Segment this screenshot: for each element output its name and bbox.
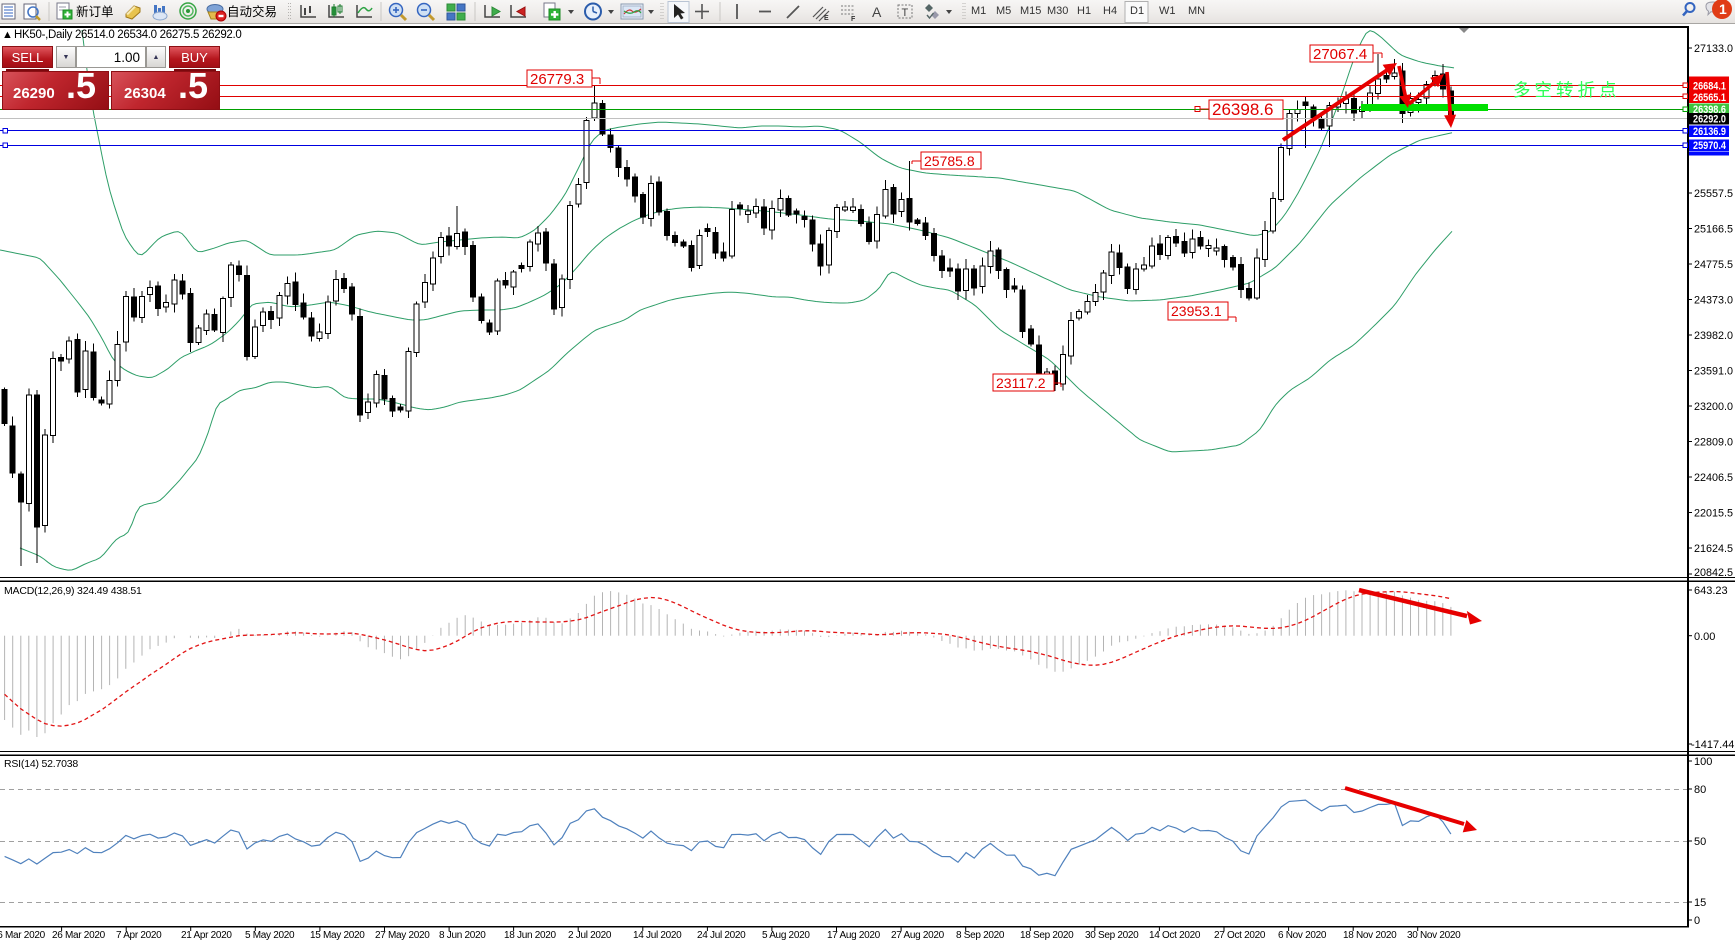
svg-text:27133.0: 27133.0 [1694, 43, 1733, 55]
svg-text:17 Aug 2020: 17 Aug 2020 [827, 930, 881, 941]
svg-text:15: 15 [1694, 897, 1706, 909]
svg-text:HK50-,Daily 26514.0 26534.0 2: HK50-,Daily 26514.0 26534.0 26275.5 2629… [14, 29, 242, 41]
svg-text:RSI(14) 52.7038: RSI(14) 52.7038 [4, 758, 78, 770]
svg-text:27 Oct 2020: 27 Oct 2020 [1214, 930, 1266, 941]
svg-text:8 Sep 2020: 8 Sep 2020 [956, 930, 1005, 941]
svg-text:14 Oct 2020: 14 Oct 2020 [1149, 930, 1201, 941]
svg-text:23200.0: 23200.0 [1694, 401, 1733, 413]
svg-text:22406.5: 22406.5 [1694, 472, 1733, 484]
svg-text:18 Jun 2020: 18 Jun 2020 [504, 930, 556, 941]
svg-text:6 Nov 2020: 6 Nov 2020 [1278, 930, 1327, 941]
svg-text:24775.5: 24775.5 [1694, 259, 1733, 271]
svg-text:0.00: 0.00 [1694, 631, 1715, 643]
svg-text:5 May 2020: 5 May 2020 [245, 930, 295, 941]
svg-text:643.23: 643.23 [1694, 585, 1728, 597]
svg-text:-1417.44: -1417.44 [1691, 739, 1734, 751]
svg-text:0: 0 [1694, 915, 1700, 927]
svg-text:21 Apr 2020: 21 Apr 2020 [181, 930, 232, 941]
svg-text:50: 50 [1694, 836, 1706, 848]
svg-text:80: 80 [1694, 784, 1706, 796]
svg-text:5 Aug 2020: 5 Aug 2020 [762, 930, 810, 941]
svg-text:▲: ▲ [2, 29, 13, 41]
svg-text:25785.8: 25785.8 [924, 153, 975, 169]
svg-text:100: 100 [1694, 756, 1712, 768]
svg-text:26565.1: 26565.1 [1693, 92, 1726, 104]
svg-text:18 Nov 2020: 18 Nov 2020 [1343, 930, 1397, 941]
svg-text:27067.4: 27067.4 [1313, 46, 1367, 63]
svg-text:F: F [851, 16, 856, 23]
svg-text:14 Jul 2020: 14 Jul 2020 [633, 930, 682, 941]
svg-text:新订单: 新订单 [76, 4, 114, 19]
svg-text:30 Sep 2020: 30 Sep 2020 [1085, 930, 1139, 941]
svg-text:16 Mar 2020: 16 Mar 2020 [0, 930, 46, 941]
svg-text:24 Jul 2020: 24 Jul 2020 [697, 930, 746, 941]
svg-text:26 Mar 2020: 26 Mar 2020 [52, 930, 106, 941]
svg-text:多空转折点: 多空转折点 [1513, 80, 1621, 100]
svg-text:26398.6: 26398.6 [1212, 100, 1273, 119]
svg-text:E: E [824, 15, 829, 22]
svg-text:1: 1 [1719, 1, 1727, 17]
svg-text:7 Apr 2020: 7 Apr 2020 [116, 930, 162, 941]
svg-text:18 Sep 2020: 18 Sep 2020 [1020, 930, 1074, 941]
svg-text:24373.0: 24373.0 [1694, 295, 1733, 307]
svg-text:23591.0: 23591.0 [1694, 366, 1733, 378]
svg-text:15 May 2020: 15 May 2020 [310, 930, 365, 941]
svg-text:MACD(12,26,9) 324.49 438.51: MACD(12,26,9) 324.49 438.51 [4, 585, 142, 597]
svg-text:自动交易: 自动交易 [227, 4, 277, 19]
svg-text:A: A [872, 4, 882, 20]
svg-text:22809.0: 22809.0 [1694, 437, 1733, 449]
svg-text:27 Aug 2020: 27 Aug 2020 [891, 930, 945, 941]
svg-text:26779.3: 26779.3 [530, 71, 584, 88]
svg-text:23982.0: 23982.0 [1694, 330, 1733, 342]
svg-text:23117.2: 23117.2 [996, 375, 1046, 391]
svg-text:21624.5: 21624.5 [1694, 543, 1733, 555]
svg-text:8 Jun 2020: 8 Jun 2020 [439, 930, 486, 941]
svg-text:26684.1: 26684.1 [1693, 81, 1726, 93]
svg-text:26136.9: 26136.9 [1693, 126, 1726, 138]
svg-text:T: T [902, 7, 909, 19]
svg-text:20842.5: 20842.5 [1694, 567, 1733, 579]
svg-text:25557.5: 25557.5 [1694, 188, 1733, 200]
svg-text:23953.1: 23953.1 [1171, 303, 1222, 319]
svg-text:22015.5: 22015.5 [1694, 508, 1733, 520]
svg-text:2 Jul 2020: 2 Jul 2020 [568, 930, 612, 941]
svg-text:25166.5: 25166.5 [1694, 224, 1733, 236]
svg-text:26292.0: 26292.0 [1693, 114, 1726, 126]
svg-text:27 May 2020: 27 May 2020 [375, 930, 430, 941]
svg-text:30 Nov 2020: 30 Nov 2020 [1407, 930, 1461, 941]
svg-text:25970.4: 25970.4 [1693, 140, 1727, 152]
